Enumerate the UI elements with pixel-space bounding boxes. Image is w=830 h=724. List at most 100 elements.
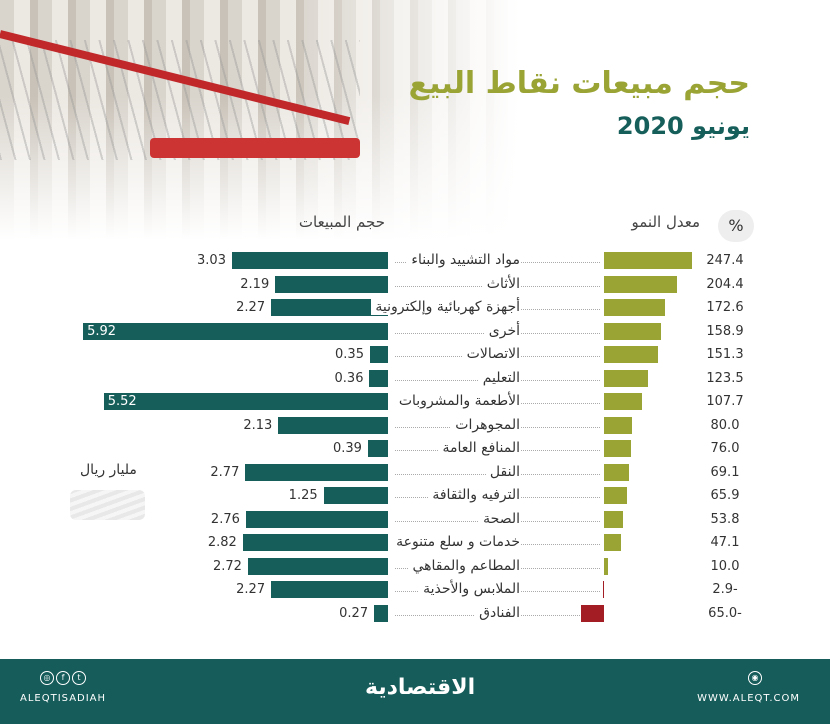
growth-bar [604,393,643,410]
sales-bar [369,369,388,387]
chart-row: 5.52 الأطعمة والمشروبات 107.7 [0,392,830,412]
sales-value: 2.82 [207,535,237,550]
growth-value: 151.3 [706,347,744,362]
instagram-icon[interactable]: ◎ [40,671,54,685]
sales-bar [323,487,388,504]
growth-bar [604,275,677,293]
growth-value: 107.7 [706,394,744,409]
sales-value: 5.52 [107,394,137,409]
growth-value: 80.0 [710,417,740,433]
sales-value: 0.27 [339,605,369,621]
growth-bar [604,440,632,457]
growth-value: 53.8 [710,511,740,527]
growth-value: 247.4 [706,253,744,268]
chart-row: 0.39 المنافع العامة 76.0 [0,439,830,459]
category-label: المجوهرات [451,416,520,433]
category-label: الصحة [479,510,520,527]
category-label: التعليم [478,369,520,386]
growth-bar [604,557,608,575]
growth-bar [604,252,693,269]
sales-header: حجم المبيعات [298,213,385,231]
category-label: الأثاث [482,275,520,292]
sales-value: 5.92 [87,323,117,339]
social-icons: ◎ f t [40,671,88,685]
category-label: النقل [485,463,520,480]
sales-bar [231,252,388,269]
growth-value: 47.1 [710,535,740,550]
sales-bar [247,557,388,575]
sales-bar [103,393,388,410]
growth-bar [602,581,604,598]
growth-value: 204.4 [706,276,744,292]
supermarket-photo [0,0,520,240]
sales-bar [275,275,388,293]
sales-bar [271,299,388,316]
chart-subtitle: يونيو 2020 [616,112,750,140]
growth-bar [604,346,658,363]
sales-value: 2.13 [243,417,273,433]
chart-row: 5.92 أخرى 158.9 [0,322,830,342]
globe-icon: ◉ [748,671,762,685]
sales-value: 2.76 [210,511,240,527]
growth-value: 69.1 [710,464,740,480]
growth-bar [604,463,629,481]
sales-bar [245,463,388,481]
category-label: الأطعمة والمشروبات [394,393,520,409]
category-label: الملابس والأحذية [419,581,520,597]
growth-value: 65.9 [710,488,740,503]
chart-row: 2.72 المطاعم والمقاهي 10.0 [0,557,830,577]
sales-value: 3.03 [197,253,226,268]
percent-badge: % [718,210,754,242]
growth-bar [604,510,624,528]
sales-value: 0.35 [335,347,364,362]
facebook-icon[interactable]: f [56,671,70,685]
growth-bar [580,604,604,622]
sales-value: 0.39 [332,441,362,456]
logo: الاقتصادية [365,675,476,700]
category-label: الترفيه والثقافة [428,487,520,503]
category-label: خدمات و سلع متنوعة [392,534,520,550]
sales-value: 2.19 [240,276,270,292]
growth-value: 172.6 [706,300,744,315]
chart-title: حجم مبيعات نقاط البيع [408,66,750,101]
twitter-icon[interactable]: t [72,671,86,685]
sales-bar [271,581,388,598]
growth-value: 76.0 [710,441,740,456]
sales-bar [245,510,388,528]
chart-row: 0.36 التعليم 123.5 [0,369,830,389]
chart-row: 3.03 مواد التشييد والبناء 247.4 [0,251,830,271]
growth-bar [604,322,661,340]
category-label: الفنادق [475,604,520,621]
website-link[interactable]: WWW.ALEQT.COM [697,693,800,704]
category-label: المطاعم والمقاهي [408,557,520,574]
category-label: أخرى [484,322,520,339]
growth-bar [604,299,666,316]
category-label: الاتصالات [462,346,520,362]
sales-bar [83,322,388,340]
chart-row: 2.76 الصحة 53.8 [0,510,830,530]
sales-bar [367,440,388,457]
sales-bar [278,416,388,434]
chart-row: 0.35 الاتصالات 151.3 [0,345,830,365]
category-label: المنافع العامة [438,440,520,456]
social-handle[interactable]: ALEQTISADIAH [20,693,107,704]
money-icon [70,490,145,520]
sales-value: 2.27 [236,300,266,315]
growth-value: 123.5 [706,370,744,386]
growth-bar [604,369,648,387]
chart-row: 2.82 خدمات و سلع متنوعة 47.1 [0,533,830,553]
chart-row: 2.19 الأثاث 204.4 [0,275,830,295]
growth-value: 65.0- [708,605,742,621]
chart-row: 2.27 الملابس والأحذية 2.9- [0,580,830,600]
growth-bar [604,487,628,504]
sales-value: 2.27 [236,582,266,597]
growth-value: 158.9 [706,323,744,339]
chart-row: 2.13 المجوهرات 80.0 [0,416,830,436]
growth-value: 2.9- [712,582,738,597]
growth-bar [604,416,633,434]
chart-row: 2.27 أجهزة كهربائية وإلكترونية 172.6 [0,298,830,318]
category-label: مواد التشييد والبناء [407,252,520,268]
sales-value: 1.25 [288,488,318,503]
growth-bar [604,534,621,551]
